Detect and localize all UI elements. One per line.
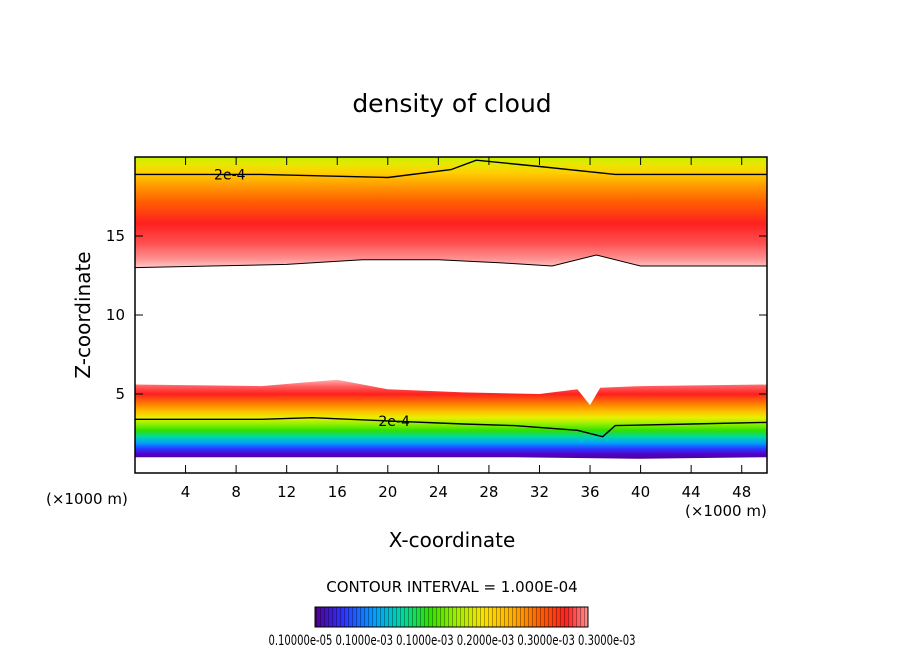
x-tick-label: 24	[429, 483, 448, 501]
x-unit-label: (×1000 m)	[685, 502, 767, 520]
upper-contour-2e-4	[135, 159, 767, 179]
x-axis-ticks: 4 8 12 16 20 24 28 32 36 40 44 48	[181, 157, 751, 501]
upper-layer-edge-contour	[135, 254, 767, 269]
x-tick-label: 44	[682, 483, 701, 501]
contour-label-2: 2e-4	[378, 414, 410, 430]
x-tick-label: 16	[328, 483, 347, 501]
colorbar-stripes	[315, 607, 588, 627]
x-axis-label: X-coordinate	[389, 528, 516, 552]
x-tick-label: 28	[479, 483, 498, 501]
y-axis-label: Z-coordinate	[71, 251, 95, 378]
upper-cloud-layer	[135, 157, 767, 268]
lower-contour-2e-4	[135, 416, 767, 438]
y-tick-label: 10	[106, 306, 125, 324]
y-axis-ticks: 5 10 15	[106, 227, 767, 403]
x-tick-label: 8	[231, 483, 241, 501]
colorbar	[314, 606, 589, 628]
x-tick-label: 48	[732, 483, 751, 501]
contour-label-1: 2e-4	[214, 167, 246, 183]
contour-interval: CONTOUR INTERVAL = 1.000E-04	[326, 578, 577, 596]
x-tick-label: 36	[580, 483, 599, 501]
x-tick-label: 12	[277, 483, 296, 501]
colorbar-labels: 0.10000e-05 0.1000e-03 0.1000e-03 0.2000…	[269, 633, 636, 649]
y-unit-label: (×1000 m)	[46, 490, 128, 508]
y-tick-label: 5	[115, 385, 125, 403]
y-tick-label: 15	[106, 227, 125, 245]
x-tick-label: 32	[530, 483, 549, 501]
x-tick-label: 40	[631, 483, 650, 501]
x-tick-label: 4	[181, 483, 191, 501]
lower-cloud-layer	[135, 379, 767, 459]
x-tick-label: 20	[378, 483, 397, 501]
plot-area: 2e-4 2e-4	[135, 157, 767, 459]
chart-title: density of cloud	[352, 89, 551, 118]
